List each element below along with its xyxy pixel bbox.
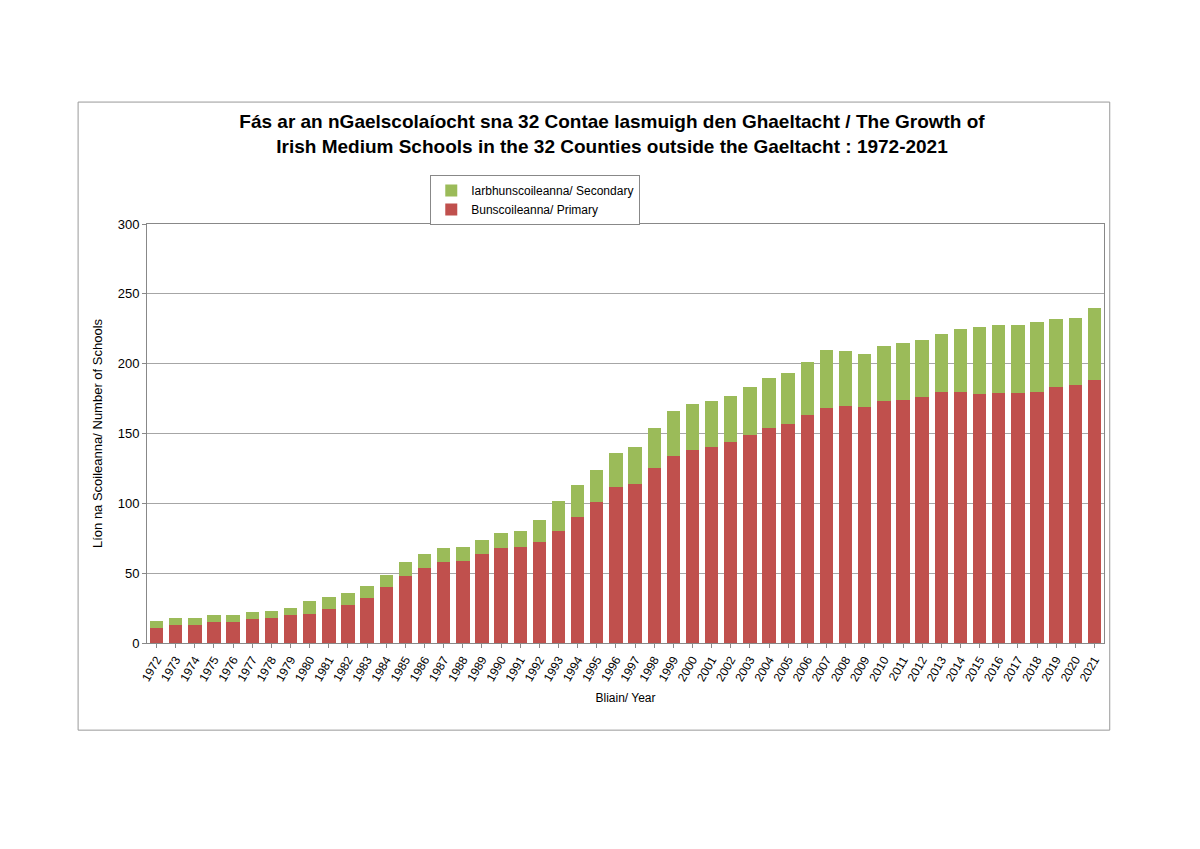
svg-text:1993: 1993 [541,654,567,684]
svg-text:2004: 2004 [751,654,777,684]
svg-text:300: 300 [118,217,140,232]
svg-text:1980: 1980 [292,654,318,684]
svg-text:2007: 2007 [809,654,835,684]
svg-text:2002: 2002 [713,654,739,684]
svg-text:2019: 2019 [1038,654,1064,684]
svg-text:1991: 1991 [503,654,529,684]
svg-text:1984: 1984 [369,654,395,684]
svg-text:1996: 1996 [598,654,624,684]
svg-text:Bliain/ Year: Bliain/ Year [595,691,655,705]
svg-text:1992: 1992 [522,654,548,684]
svg-text:2011: 2011 [886,654,911,684]
svg-text:1981: 1981 [311,654,337,684]
svg-text:2005: 2005 [771,654,797,684]
svg-text:2013: 2013 [924,654,950,684]
svg-text:1983: 1983 [349,654,375,684]
svg-text:Iarbhunscoileanna/ Secondary: Iarbhunscoileanna/ Secondary [471,184,633,198]
svg-text:2021: 2021 [1077,654,1103,684]
svg-text:Bunscoileanna/ Primary: Bunscoileanna/ Primary [471,203,598,217]
svg-text:1989: 1989 [464,654,490,684]
svg-text:2003: 2003 [732,654,758,684]
svg-text:50: 50 [125,566,139,581]
svg-text:2006: 2006 [790,654,816,684]
svg-text:1972: 1972 [139,654,165,684]
svg-text:1997: 1997 [617,654,643,684]
svg-text:2016: 2016 [981,654,1007,684]
svg-text:1987: 1987 [426,654,452,684]
svg-text:250: 250 [118,286,140,301]
svg-text:1985: 1985 [388,654,414,684]
svg-text:1973: 1973 [158,654,184,684]
svg-text:1998: 1998 [637,654,663,684]
svg-text:2009: 2009 [847,654,873,684]
svg-text:1986: 1986 [407,654,433,684]
svg-text:2018: 2018 [1019,654,1045,684]
svg-text:2020: 2020 [1058,654,1084,684]
svg-text:2015: 2015 [962,654,988,684]
svg-text:1994: 1994 [560,654,586,684]
svg-text:1988: 1988 [445,654,471,684]
svg-text:1977: 1977 [235,654,261,684]
svg-text:1982: 1982 [330,654,356,684]
svg-text:1975: 1975 [196,654,222,684]
svg-text:1990: 1990 [483,654,509,684]
svg-text:1978: 1978 [254,654,280,684]
svg-text:1995: 1995 [579,654,605,684]
svg-text:2014: 2014 [943,654,969,684]
svg-text:1999: 1999 [656,654,682,684]
svg-text:1979: 1979 [273,654,299,684]
svg-text:150: 150 [118,426,140,441]
svg-text:Líon na Scoileanna/ Number of: Líon na Scoileanna/ Number of Schools [90,318,105,548]
svg-text:1974: 1974 [177,654,203,684]
svg-text:2010: 2010 [866,654,892,684]
svg-text:2008: 2008 [828,654,854,684]
svg-text:Fás ar an nGaelscolaíocht sna: Fás ar an nGaelscolaíocht sna 32 Contae … [239,111,985,157]
svg-text:2000: 2000 [675,654,701,684]
svg-text:100: 100 [118,496,140,511]
svg-text:2017: 2017 [1000,654,1026,684]
svg-text:0: 0 [132,636,139,651]
svg-text:2012: 2012 [904,654,930,684]
svg-text:1976: 1976 [215,654,241,684]
svg-text:2001: 2001 [694,654,720,684]
svg-text:200: 200 [118,356,140,371]
